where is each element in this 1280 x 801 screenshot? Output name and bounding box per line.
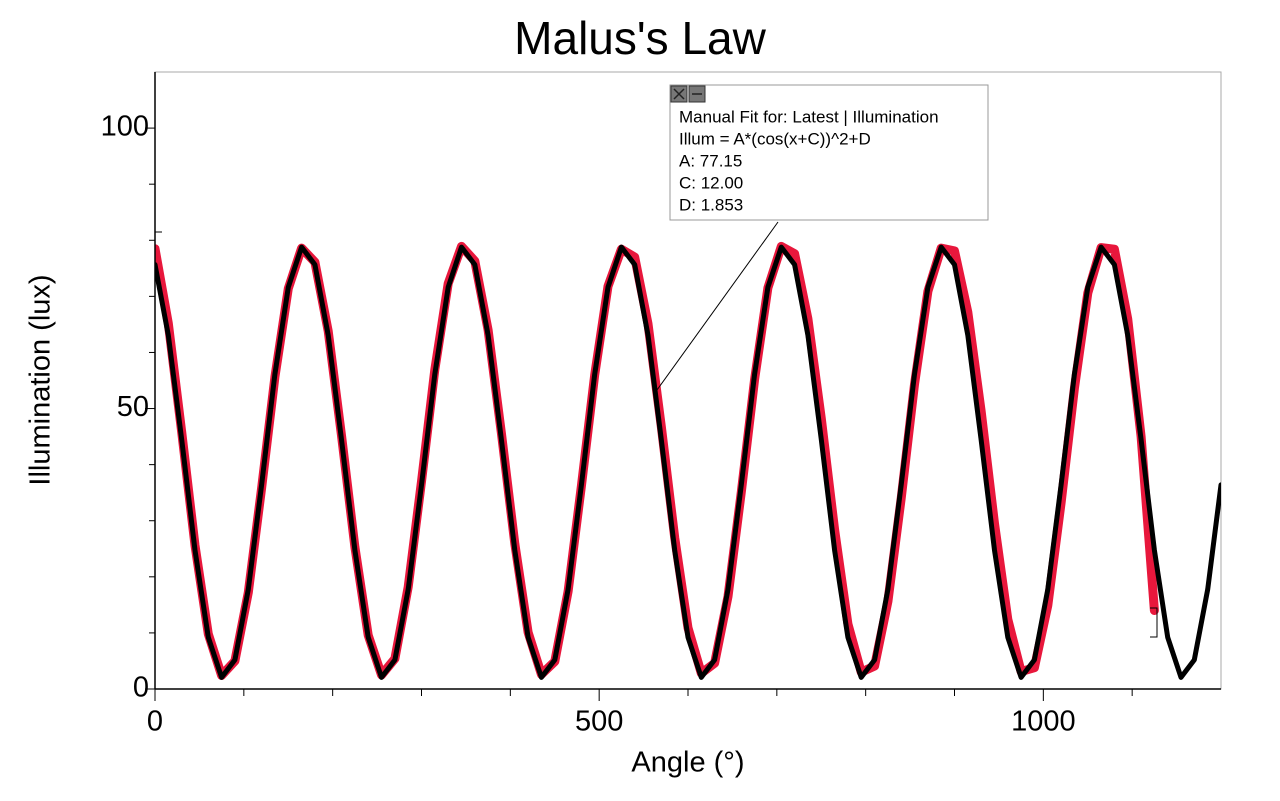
range-bracket — [155, 231, 1158, 638]
x-axis-label: Angle (°) — [631, 747, 744, 779]
data-line — [155, 244, 1221, 680]
y-tick-label: 0 — [133, 672, 149, 704]
y-tick-label: 50 — [117, 391, 149, 423]
callout-param: A: 77.15 — [679, 151, 742, 170]
callout-title: Manual Fit for: Latest | Illumination — [679, 107, 939, 126]
callout-equation: Illum = A*(cos(x+C))^2+D — [679, 129, 871, 148]
callout-param: D: 1.853 — [679, 195, 743, 214]
x-tick-label: 1000 — [1011, 706, 1076, 738]
callout-box — [669, 84, 989, 221]
plot-area — [155, 241, 1221, 680]
x-tick-label: 500 — [575, 706, 623, 738]
close-icon — [673, 88, 685, 100]
y-axis-label: Illumination (lux) — [25, 274, 57, 485]
chart-title: Malus's Law — [514, 12, 766, 64]
callout-leader — [656, 221, 779, 391]
callout-param: C: 12.00 — [679, 173, 743, 192]
fit-callout: Manual Fit for: Latest | Illumination Il… — [669, 84, 989, 221]
y-tick-label: 100 — [101, 111, 149, 143]
x-tick-label: 0 — [147, 706, 163, 738]
